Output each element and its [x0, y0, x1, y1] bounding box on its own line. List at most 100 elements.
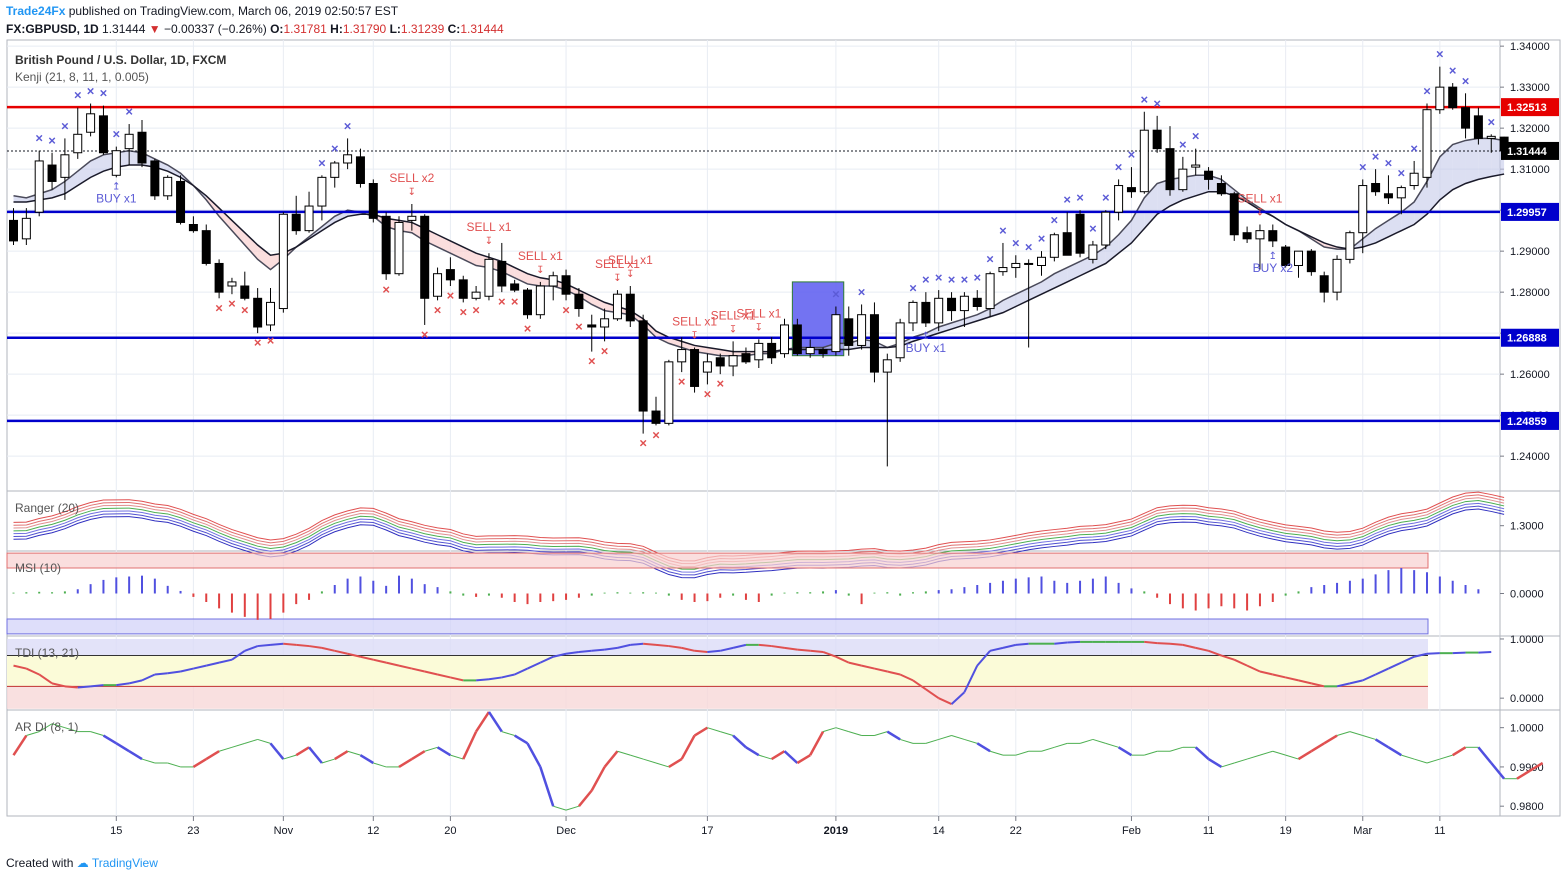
tdi-line-segment: [848, 661, 862, 667]
ardi-line-segment: [1452, 746, 1467, 757]
kenji-band-segment: [720, 349, 734, 356]
candle-body: [34, 160, 44, 213]
buy-cross-marker: ×: [100, 86, 108, 101]
ardi-line-segment: [64, 727, 78, 733]
ardi-line-segment: [707, 727, 721, 733]
sell-cross-marker: ×: [639, 436, 647, 451]
kenji-band-segment: [990, 300, 1003, 317]
tradingview-brand[interactable]: TradingView: [91, 856, 158, 870]
candle-body: [1281, 246, 1291, 267]
ohlc-header: FX:GBPUSD, 1D 1.31444 ▼ −0.00337 (−0.26%…: [6, 22, 504, 36]
y-tick-label: 0.9800: [1510, 801, 1544, 813]
ardi-line-segment: [1374, 738, 1390, 749]
candle-body: [921, 301, 931, 324]
ardi-line-segment: [269, 742, 285, 760]
ardi-line-segment: [925, 738, 939, 744]
buy-cross-marker: ×: [1385, 155, 1393, 170]
candle-body: [587, 324, 597, 328]
ardi-line-segment: [590, 766, 606, 792]
tdi-line-segment: [604, 646, 618, 651]
tdi-line-segment: [822, 651, 837, 658]
ardi-line-segment: [359, 754, 374, 765]
tdi-line-segment: [963, 665, 979, 693]
sell-signal-label: SELL x1: [736, 306, 781, 320]
candle-body: [471, 291, 481, 299]
candle-body: [561, 275, 571, 295]
buy-cross-marker: ×: [61, 118, 69, 133]
buy-cross-marker: ×: [922, 272, 930, 287]
kenji-band-segment: [1465, 138, 1479, 184]
candle-body: [523, 289, 532, 316]
candle-body: [266, 301, 275, 326]
publish-header: Trade24Fx published on TradingView.com, …: [6, 4, 398, 18]
publisher-name[interactable]: Trade24Fx: [6, 4, 66, 18]
buy-signal-label: BUY x1: [96, 191, 137, 205]
candle-body: [1396, 187, 1406, 199]
candle-body: [1268, 230, 1278, 242]
tdi-line-segment: [1298, 679, 1312, 685]
tdi-line-segment: [591, 648, 605, 652]
sell-signal-label: SELL x1: [466, 220, 511, 234]
ardi-line-segment: [12, 734, 28, 756]
sell-cross-marker: ×: [562, 302, 570, 317]
sell-cross-marker: ×: [382, 282, 390, 297]
kenji-band-segment: [938, 322, 952, 334]
sell-cross-marker: ×: [267, 333, 275, 348]
ardi-line-segment: [1336, 731, 1351, 736]
x-tick-label: Nov: [274, 825, 294, 837]
candle-body: [407, 215, 417, 221]
ranger-band-line: [13, 505, 1505, 576]
buy-cross-marker: ×: [1398, 166, 1406, 181]
buy-cross-marker: ×: [318, 155, 326, 170]
kenji-band-segment: [1414, 181, 1427, 225]
ardi-line-segment: [1054, 742, 1068, 748]
candle-body: [1383, 193, 1393, 199]
kenji-band-segment: [591, 296, 605, 311]
candle-body: [612, 293, 622, 320]
kenji-band-segment: [334, 210, 348, 223]
tdi-middle-zone: [7, 655, 1428, 687]
ardi-line-segment: [1041, 746, 1055, 752]
tdi-line-segment: [424, 670, 438, 676]
tdi-line-segment: [1336, 682, 1351, 688]
ardi-line-segment: [1349, 731, 1363, 736]
tdi-line-segment: [257, 643, 271, 648]
ardi-line-segment: [938, 735, 952, 740]
kenji-band-segment: [167, 165, 181, 178]
candle-body: [1242, 232, 1252, 240]
candle-body: [253, 297, 263, 328]
x-tick-label: Mar: [1353, 825, 1372, 837]
ardi-line-segment: [1092, 738, 1106, 744]
buy-cross-marker: ×: [1359, 159, 1367, 174]
ardi-line-segment: [1439, 754, 1453, 760]
tdi-line-segment: [308, 645, 323, 649]
ardi-line-segment: [565, 805, 580, 811]
tdi-line-segment: [128, 679, 143, 685]
candle-body: [1139, 129, 1149, 193]
tdi-line-segment: [617, 643, 631, 649]
candle-body: [818, 349, 828, 355]
ardi-line-segment: [553, 805, 567, 811]
sell-arrow-icon: ↧: [485, 236, 493, 247]
ardi-line-segment: [809, 730, 825, 756]
down-arrow-icon: ▼: [148, 22, 161, 36]
buy-cross-marker: ×: [1410, 141, 1418, 156]
candle-body: [111, 150, 121, 176]
sell-cross-marker: ×: [652, 427, 660, 442]
candle-body: [1049, 234, 1059, 258]
ardi-line-segment: [205, 750, 220, 761]
ardi-line-segment: [334, 750, 349, 761]
candle-body: [1216, 183, 1226, 195]
tdi-line-segment: [1426, 652, 1440, 655]
tdi-line-segment: [231, 649, 246, 661]
ardi-line-segment: [115, 742, 130, 753]
candle-body: [150, 160, 160, 197]
close-value: 1.31444: [460, 22, 504, 36]
ardi-line-segment: [989, 750, 1004, 756]
ardi-line-segment: [424, 746, 438, 752]
level-price-tag: [1501, 202, 1559, 221]
kenji-band-segment: [514, 267, 528, 284]
tdi-pane-title: TDI (13, 21): [15, 646, 79, 660]
candle-body: [304, 205, 314, 232]
